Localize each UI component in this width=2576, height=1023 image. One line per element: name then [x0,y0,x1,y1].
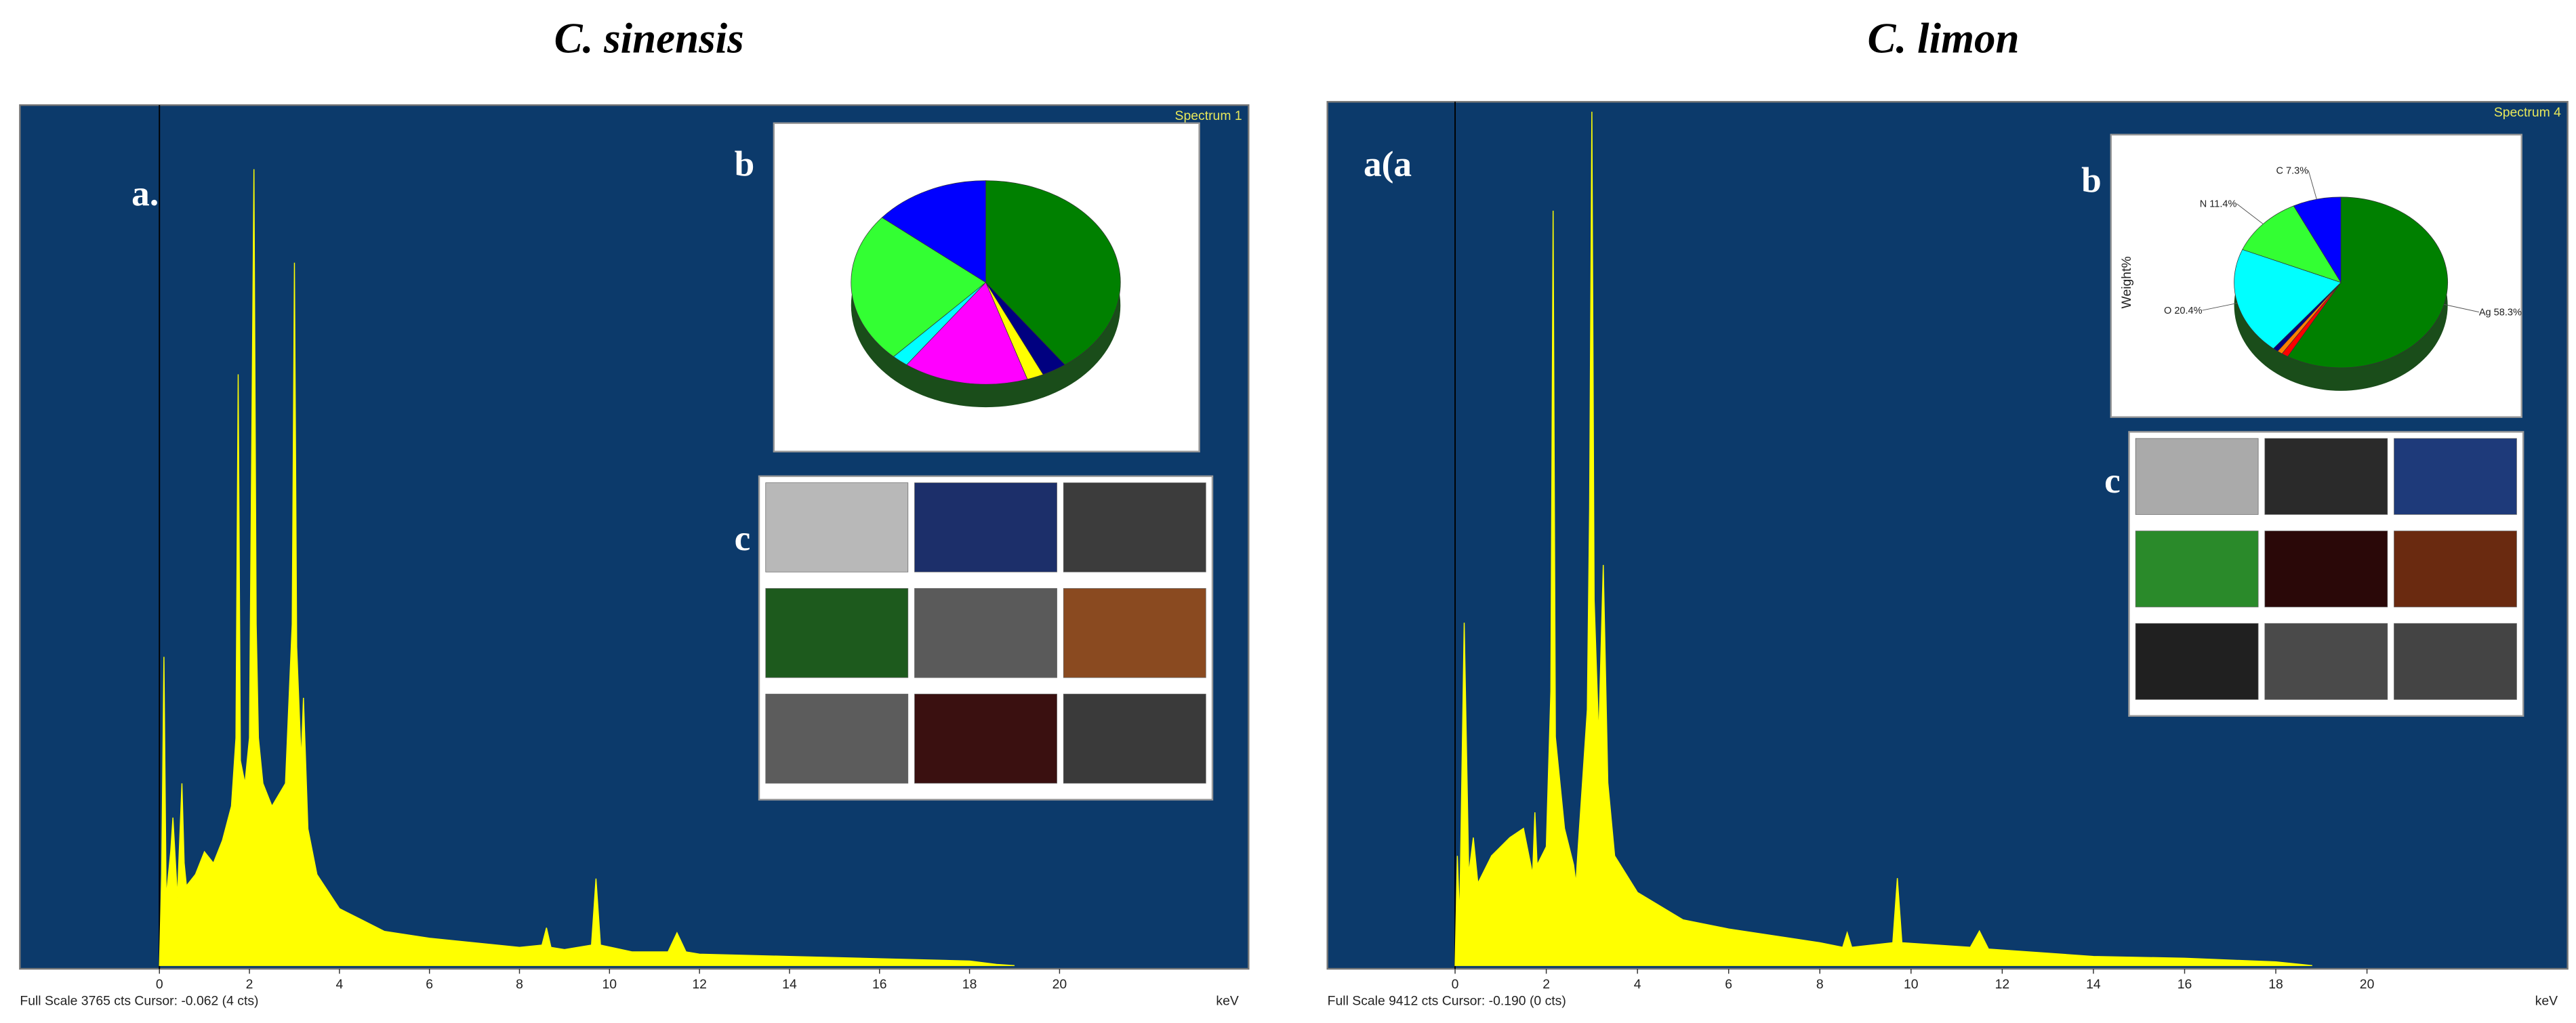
pie-slice-label: N 11.4% [2200,199,2237,210]
x-axis-label: keV [2535,993,2558,1008]
x-axis-label: keV [1216,993,1238,1008]
element-map [765,588,909,678]
x-tick-label: 6 [426,977,433,992]
x-tick-label: 0 [156,977,163,992]
x-tick-label: 8 [516,977,523,992]
element-map [2264,438,2388,515]
status-text: Full Scale 9412 cts Cursor: -0.190 (0 ct… [1328,993,1566,1008]
pie-slice [851,217,987,357]
element-map [2135,623,2259,700]
map-label: c [2104,460,2121,501]
x-tick-label: 12 [692,977,707,992]
pie-slice-label: O 20.4% [2164,306,2203,316]
x-tick-label: 18 [962,977,977,992]
pie-slice [2242,205,2342,283]
pie-leader [2308,170,2317,200]
pie-slice [985,180,1121,365]
x-tick-label: 4 [1634,977,1641,992]
pie-leader [2236,203,2264,224]
element-map [2135,530,2259,608]
x-tick-label: 14 [2086,977,2101,992]
x-tick-label: 10 [602,977,617,992]
spectrum [1454,111,2312,966]
element-map [1063,482,1206,572]
element-map [2394,530,2517,608]
status-text: Full Scale 3765 cts Cursor: -0.062 (4 ct… [20,993,258,1008]
x-tick-label: 4 [335,977,343,992]
element-map [1063,694,1206,784]
map-label: c [735,518,751,558]
element-map [2264,530,2388,608]
element-map [914,694,1057,784]
spectrum-label: Spectrum 1 [1175,108,1242,123]
panel-title: C. limon [1868,15,2020,62]
pie-slice-label: C 7.3% [2276,166,2309,177]
element-map [2264,623,2388,700]
x-tick-label: 14 [782,977,797,992]
x-tick-label: 18 [2268,977,2283,992]
pie-slice-label: Ag 58.3% [2479,307,2522,318]
x-tick-label: 16 [2178,977,2192,992]
element-map [2394,438,2517,515]
pie-leader [2444,304,2479,313]
element-map [765,482,909,572]
x-tick-label: 2 [1542,977,1550,992]
element-map [914,588,1057,678]
element-map [765,694,909,784]
pie-axis-label: Weight% [2119,256,2134,308]
element-map [914,482,1057,572]
pie-slice [2234,249,2342,349]
element-map [2135,438,2259,515]
pie-label: b [2081,160,2102,201]
x-tick-label: 10 [1904,977,1919,992]
panel-label: a. [131,173,159,213]
x-tick-label: 12 [1995,977,2010,992]
spectrum [159,169,1015,966]
element-map [1063,588,1206,678]
x-tick-label: 6 [1725,977,1732,992]
element-map [2394,623,2517,700]
pie-slice [906,282,1028,385]
spectrum-label: Spectrum 4 [2494,105,2561,120]
panel-label: a(a [1364,143,1412,184]
pie-slice [881,180,986,283]
panel-title: C. sinensis [554,15,744,62]
x-tick-label: 0 [1452,977,1459,992]
x-tick-label: 16 [872,977,887,992]
pie-slice [2293,196,2342,284]
x-tick-label: 20 [1052,977,1067,992]
x-tick-label: 8 [1816,977,1824,992]
x-tick-label: 20 [2360,977,2375,992]
pie-leader [2202,302,2238,311]
x-tick-label: 2 [246,977,253,992]
pie-label: b [735,143,755,184]
